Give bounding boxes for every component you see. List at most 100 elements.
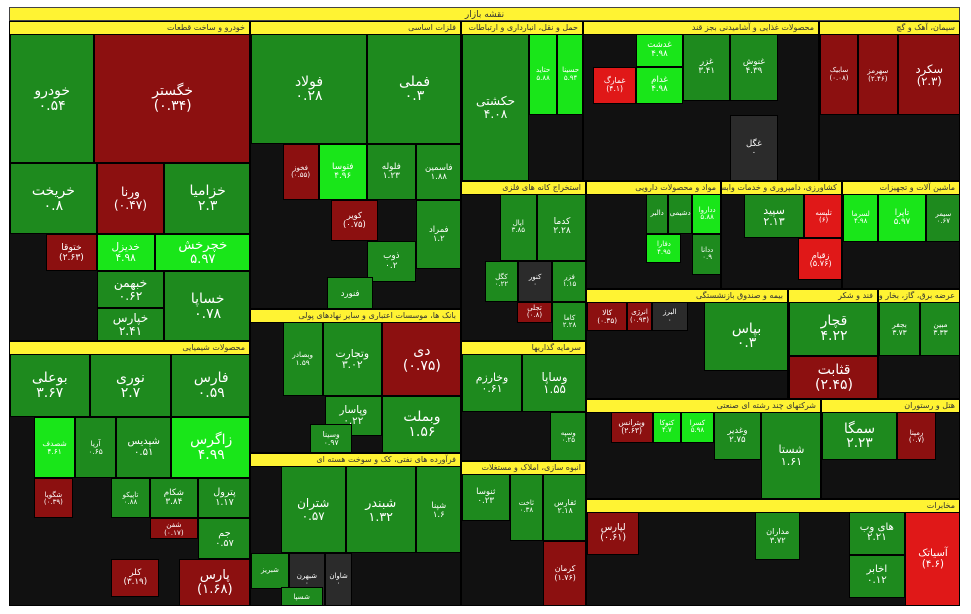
treemap-tile[interactable]: سپید ۲.۱۳ — [743, 194, 805, 239]
treemap-tile[interactable]: فاسمین ۱.۸۸ — [415, 144, 460, 200]
treemap-tile[interactable]: نوری ۲.۷ — [89, 354, 172, 418]
treemap-tile[interactable]: کالا (۰.۳۵) — [587, 302, 628, 332]
treemap-tile[interactable]: زقیام (۵.۷۶) — [798, 238, 841, 281]
treemap-tile[interactable]: کگل ۰.۲۲ — [484, 260, 519, 303]
treemap-tile[interactable]: فمراد ۱.۲ — [415, 199, 460, 269]
treemap-tile[interactable]: شبندر ۱.۳۲ — [345, 466, 416, 554]
treemap-tile[interactable]: وسینا ۰.۹۷ — [310, 423, 353, 452]
treemap-tile[interactable]: خچرخش ۵.۹۷ — [154, 234, 249, 272]
treemap-tile[interactable]: شبریز — [251, 553, 289, 589]
treemap-tile[interactable]: اپال ۳.۸۵ — [499, 194, 537, 261]
treemap-tile[interactable]: وبملت ۱.۵۶ — [381, 395, 460, 452]
treemap-tile[interactable]: فلوله ۱.۲۳ — [367, 144, 416, 200]
treemap-tile[interactable]: فارس ۰.۵۹ — [171, 354, 249, 418]
treemap-tile[interactable]: شکام ۳.۸۴ — [149, 477, 198, 519]
treemap-tile[interactable]: دی (۰.۷۵) — [381, 322, 460, 396]
treemap-tile[interactable]: ورنا (۰.۴۷) — [96, 163, 165, 235]
treemap-tile[interactable]: خودرو ۰.۵۴ — [10, 34, 95, 164]
treemap-tile[interactable]: شصدف ۴.۶۱ — [34, 417, 76, 478]
treemap-tile[interactable]: کویر (۰.۷۵) — [331, 199, 378, 241]
treemap-tile[interactable]: شسپا — [280, 587, 323, 605]
treemap-tile[interactable]: ثاخت ۰.۳۸ — [509, 474, 544, 541]
treemap-tile[interactable]: غدام ۴.۹۸ — [635, 66, 684, 104]
treemap-tile[interactable]: فنورد — [326, 276, 374, 308]
treemap-tile[interactable]: فملی ۰.۳ — [367, 34, 460, 145]
treemap-tile[interactable]: کنور ۰ — [518, 260, 552, 303]
treemap-tile[interactable]: سابیک (۰.۰۸) — [820, 34, 859, 116]
treemap-tile[interactable]: مداران ۳.۷۲ — [755, 512, 801, 560]
treemap-tile[interactable]: غدشت ۴.۹۸ — [635, 34, 684, 67]
treemap-tile[interactable]: سیمر ۰.۶۷ — [925, 194, 959, 242]
treemap-tile[interactable]: خزامیا ۲.۳ — [164, 163, 249, 235]
treemap-tile[interactable]: اخابر ۰.۱۲ — [848, 554, 905, 598]
treemap-tile[interactable]: زاگرس ۴.۹۹ — [171, 417, 249, 478]
treemap-tile[interactable]: خبهمن ۰.۶۲ — [96, 271, 165, 309]
treemap-tile[interactable]: دشیمی — [668, 194, 693, 235]
treemap-tile[interactable]: کاما ۲.۲۸ — [552, 302, 585, 340]
treemap-tile[interactable]: ثنوسا ۰.۲۳ — [462, 474, 510, 521]
treemap-tile[interactable]: پترول ۱.۱۷ — [197, 477, 249, 519]
treemap-tile[interactable]: تاپیکو ۰.۸۸ — [111, 477, 150, 519]
treemap-tile[interactable]: وغدیر ۲.۷۵ — [713, 412, 761, 461]
treemap-tile[interactable]: وخارزم ۰.۶۱ — [462, 354, 522, 413]
treemap-tile[interactable]: سهرمز (۲.۴۶) — [858, 34, 898, 116]
treemap-tile[interactable]: البرز ۰ — [651, 302, 688, 332]
treemap-tile[interactable]: دالبر — [646, 194, 668, 235]
treemap-tile[interactable]: سمگا ۲.۲۳ — [822, 412, 898, 461]
treemap-tile[interactable]: کسرا ۵.۹۸ — [681, 412, 714, 443]
treemap-tile[interactable]: تاپرا ۵.۹۷ — [878, 194, 926, 242]
treemap-tile[interactable]: قثابت (۲.۴۵) — [789, 355, 877, 398]
treemap-tile[interactable]: شپدیس ۰.۵۱ — [116, 417, 172, 478]
treemap-tile[interactable]: قچار ۴.۲۲ — [789, 302, 877, 356]
treemap-tile[interactable]: رمپنا (۰.۷) — [897, 412, 936, 461]
treemap-tile[interactable]: بپاس ۰.۳ — [704, 302, 787, 371]
treemap-tile[interactable]: کلر (۳.۱۹) — [111, 558, 160, 597]
treemap-tile[interactable]: کدما ۲.۲۸ — [537, 194, 585, 261]
treemap-tile[interactable]: سکرد (۲.۳) — [897, 34, 959, 116]
treemap-tile[interactable]: ختوقا (۲.۶۳) — [46, 234, 97, 272]
treemap-tile[interactable]: شاوان ۰ — [324, 553, 353, 605]
treemap-tile[interactable]: خساپا ۰.۷۸ — [164, 271, 249, 340]
treemap-tile[interactable]: غزر ۳.۴۱ — [683, 34, 731, 101]
treemap-tile[interactable]: شتران ۰.۵۷ — [280, 466, 346, 554]
treemap-tile[interactable]: فتوسا ۴.۹۶ — [318, 144, 368, 200]
treemap-tile[interactable]: فخوز (۰.۵۵) — [282, 144, 319, 200]
treemap-tile[interactable]: شفن (۰.۱۷) — [149, 518, 198, 539]
treemap-tile[interactable]: دداروا ۵.۸۸ — [692, 194, 720, 235]
treemap-tile[interactable]: شستا ۱.۶۱ — [760, 412, 820, 498]
treemap-tile[interactable]: تلیسه (۶) — [804, 194, 841, 239]
treemap-tile[interactable]: حتاید ۵.۸۸ — [529, 34, 558, 116]
treemap-tile[interactable]: مبین ۳.۳۳ — [920, 302, 959, 356]
treemap-tile[interactable]: کتوکا ۴.۷ — [652, 412, 681, 443]
treemap-tile[interactable]: خگستر (۰.۳۴) — [94, 34, 249, 164]
treemap-tile[interactable]: ثفارس ۲.۱۸ — [543, 474, 585, 541]
treemap-tile[interactable]: غمارگ (۴.۱) — [593, 66, 636, 104]
treemap-tile[interactable]: حسینا ۵.۹۴ — [557, 34, 582, 116]
treemap-tile[interactable]: ذوب ۰.۲ — [367, 241, 416, 283]
treemap-tile[interactable]: وبترانس (۲.۶۳) — [610, 412, 653, 443]
treemap-tile[interactable]: شگویا (۰.۳۹) — [34, 477, 73, 519]
treemap-tile[interactable]: حکشتی ۴.۰۸ — [462, 34, 530, 180]
treemap-tile[interactable]: بجفر ۳.۷۳ — [879, 302, 920, 356]
treemap-tile[interactable]: غنوش ۴.۳۹ — [730, 34, 778, 101]
treemap-tile[interactable]: تجلی (۰.۸) — [517, 302, 552, 323]
treemap-tile[interactable]: غگل ۰ — [730, 115, 778, 180]
treemap-tile[interactable]: خدیزل ۴.۹۸ — [96, 234, 155, 272]
treemap-tile[interactable]: وتجارت ۳.۰۲ — [322, 322, 382, 396]
treemap-tile[interactable]: شپنا ۱.۶ — [415, 466, 460, 554]
treemap-tile[interactable]: فولاد ۰.۲۸ — [251, 34, 368, 145]
treemap-tile[interactable]: های وب ۲.۲۱ — [848, 512, 905, 555]
treemap-tile[interactable]: ددانا ۰.۹ — [692, 234, 720, 275]
treemap-tile[interactable]: دفارا ۴.۹۵ — [646, 234, 682, 264]
treemap-tile[interactable]: پارس (۱.۶۸) — [178, 558, 249, 605]
treemap-tile[interactable]: وساپا ۱.۵۵ — [522, 354, 585, 413]
treemap-tile[interactable]: وسپه ۰.۲۵ — [549, 412, 585, 460]
treemap-tile[interactable]: بوعلی ۳.۶۷ — [10, 354, 90, 418]
treemap-tile[interactable]: خریخت ۰.۸ — [10, 163, 97, 235]
treemap-tile[interactable]: وبصادر ۱.۵۹ — [282, 322, 323, 396]
treemap-tile[interactable]: لپارس (۰.۶۱) — [587, 512, 640, 555]
treemap-tile[interactable]: کرمان (۱.۷۶) — [543, 540, 585, 605]
treemap-tile[interactable]: جم ۰.۵۷ — [197, 518, 249, 559]
treemap-tile[interactable]: انرژی (۰.۹۳) — [627, 302, 652, 332]
treemap-tile[interactable]: فزر ۱.۱۵ — [552, 260, 585, 303]
